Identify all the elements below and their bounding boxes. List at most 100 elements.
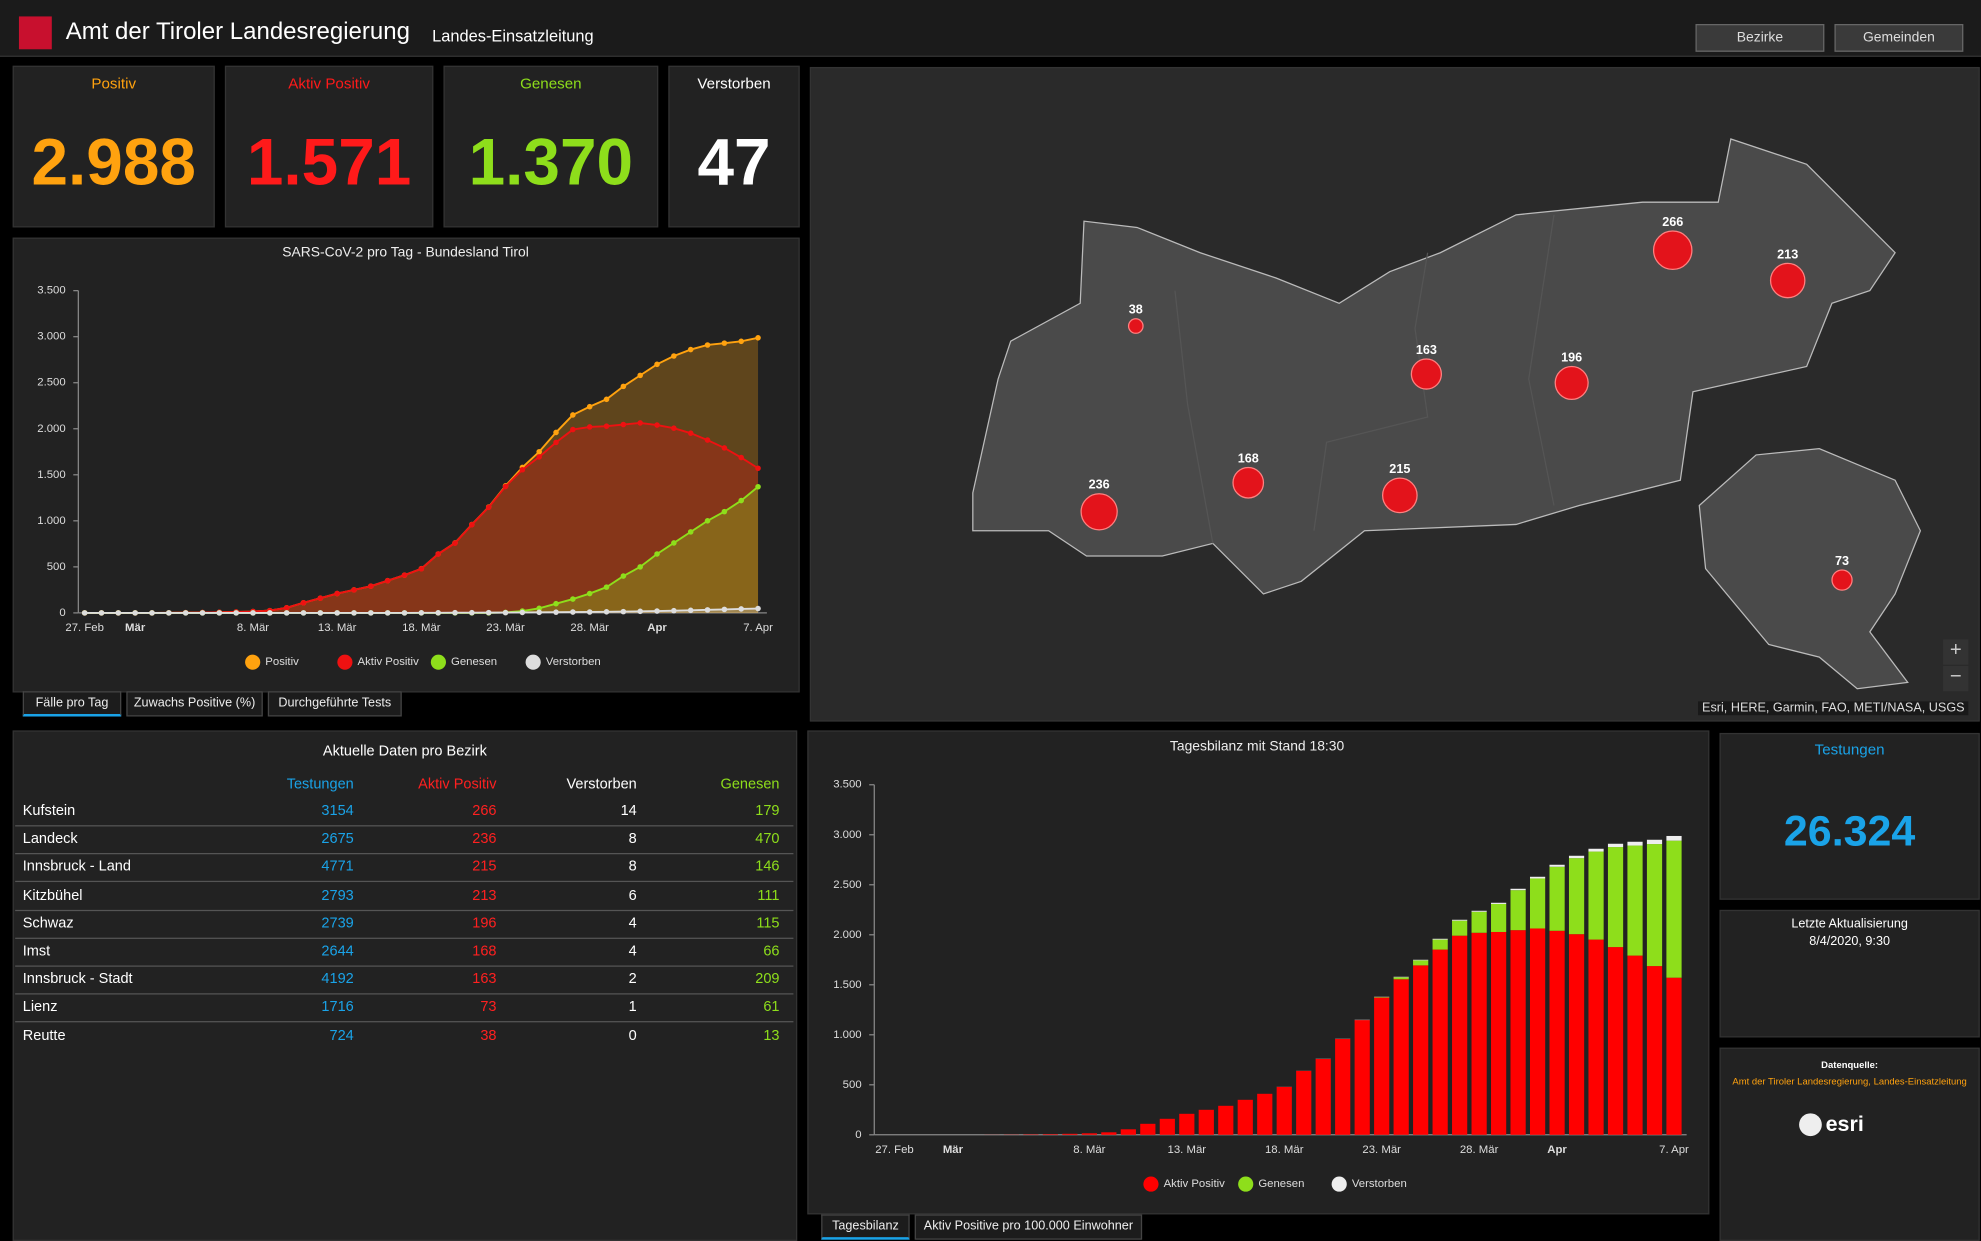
tab[interactable]: Durchgeführte Tests xyxy=(267,691,402,717)
tab[interactable]: Aktiv Positive pro 100.000 Einwohner xyxy=(914,1214,1143,1240)
cell-value: 3154 xyxy=(321,803,354,819)
kpi-value: 47 xyxy=(697,126,771,200)
button[interactable]: Gemeinden xyxy=(1834,24,1964,52)
update-panel: Letzte Aktualisierung 8/4/2020, 9:30 xyxy=(1719,909,1980,1038)
cell-value: 38 xyxy=(480,1028,497,1044)
esri-logo: esri xyxy=(1825,1112,1864,1137)
table-panel: Aktuelle Daten pro Bezirk xyxy=(12,730,798,1241)
tab[interactable]: Zuwachs Positive (%) xyxy=(126,691,263,717)
row-divider xyxy=(15,1021,794,1023)
cell-value: 196 xyxy=(472,915,497,932)
cell-value: 111 xyxy=(757,887,780,904)
logo xyxy=(18,16,52,50)
row-divider xyxy=(15,993,794,995)
cell-value: 61 xyxy=(763,1000,780,1016)
cell-value: 115 xyxy=(756,915,780,932)
cell-value: 8 xyxy=(628,859,637,875)
cell-value: 4 xyxy=(628,915,637,932)
row-name: Innsbruck - Stadt xyxy=(22,972,133,988)
row-divider xyxy=(15,937,794,939)
cell-value: 146 xyxy=(755,859,780,875)
button[interactable]: Bezirke xyxy=(1695,24,1825,52)
row-name: Lienz xyxy=(22,1000,58,1016)
update-label: Letzte Aktualisierung xyxy=(1791,917,1908,932)
kpi-label: Positiv xyxy=(91,74,137,93)
cell-value: 236 xyxy=(472,831,497,847)
header: Amt der Tiroler Landesregierung Landes-E… xyxy=(0,0,1981,57)
kpi-value: 1.370 xyxy=(468,126,634,200)
cell-value: 215 xyxy=(472,859,497,875)
cell-value: 73 xyxy=(480,1000,497,1016)
cell-value: 179 xyxy=(755,803,780,819)
cell-value: 266 xyxy=(472,803,497,819)
cell-value: 4192 xyxy=(321,972,354,988)
kpi-label: Verstorben xyxy=(697,74,771,93)
cell-value: 4771 xyxy=(321,859,354,875)
cell-value: 2644 xyxy=(321,943,354,960)
cell-value: 213 xyxy=(472,887,497,904)
cell-value: 209 xyxy=(755,972,780,988)
row-name: Reutte xyxy=(22,1028,66,1044)
row-divider xyxy=(15,965,794,967)
zoom-out[interactable]: − xyxy=(1943,665,1969,692)
testungen-value: 26.324 xyxy=(1783,807,1916,856)
map-attribution: Esri, HERE, Garmin, FAO, METI/NASA, USGS xyxy=(1698,701,1969,716)
column-header: Verstorben xyxy=(566,777,637,793)
cell-value: 724 xyxy=(329,1028,354,1044)
source-text: Amt der Tiroler Landesregierung, Landes-… xyxy=(1732,1075,1967,1087)
table-title: Aktuelle Daten pro Bezirk xyxy=(322,744,487,760)
row-divider xyxy=(15,825,794,827)
cell-value: 14 xyxy=(620,803,637,819)
row-name: Landeck xyxy=(22,831,78,847)
line-panel xyxy=(12,237,800,693)
cell-value: 4 xyxy=(628,943,637,960)
row-name: Kufstein xyxy=(22,803,76,819)
kpi-panel: Verstorben 47 xyxy=(668,65,800,228)
testungen-label: Testungen xyxy=(1814,740,1885,759)
row-name: Schwaz xyxy=(22,915,74,932)
column-header: Genesen xyxy=(720,777,780,793)
cell-value: 1 xyxy=(628,1000,637,1016)
kpi-value: 2.988 xyxy=(31,126,196,200)
row-divider xyxy=(15,853,794,855)
map-panel: Esri, HERE, Garmin, FAO, METI/NASA, USGS… xyxy=(809,66,1980,722)
source-panel: Datenquelle: Amt der Tiroler Landesregie… xyxy=(1719,1047,1980,1241)
row-divider xyxy=(15,909,794,911)
cell-value: 163 xyxy=(472,972,497,988)
row-name: Innsbruck - Land xyxy=(22,859,131,875)
cell-value: 168 xyxy=(472,943,497,960)
header-title: Amt der Tiroler Landesregierung xyxy=(65,18,410,46)
bar-panel xyxy=(807,730,1710,1215)
cell-value: 2 xyxy=(628,972,637,988)
cell-value: 2739 xyxy=(321,915,354,932)
cell-value: 0 xyxy=(628,1028,637,1044)
kpi-panel: Aktiv Positiv 1.571 xyxy=(224,65,434,228)
esri-globe xyxy=(1799,1113,1822,1137)
source-label: Datenquelle: xyxy=(1821,1058,1879,1071)
column-header: Testungen xyxy=(286,777,354,793)
header-subtitle: Landes-Einsatzleitung xyxy=(432,26,594,46)
testungen-panel: Testungen 26.324 xyxy=(1719,732,1980,900)
tab[interactable]: Tagesbilanz xyxy=(821,1214,910,1240)
cell-value: 2793 xyxy=(321,887,354,904)
zoom-in[interactable]: + xyxy=(1943,639,1969,665)
update-value: 8/4/2020, 9:30 xyxy=(1809,935,1891,950)
cell-value: 66 xyxy=(763,943,780,960)
cell-value: 8 xyxy=(628,831,637,847)
row-name: Kitzbühel xyxy=(22,887,83,904)
kpi-label: Aktiv Positiv xyxy=(288,74,370,93)
cell-value: 2675 xyxy=(321,831,354,847)
kpi-panel: Genesen 1.370 xyxy=(443,65,659,228)
tab[interactable]: Fälle pro Tag xyxy=(22,691,122,717)
cell-value: 1716 xyxy=(321,1000,354,1016)
cell-value: 6 xyxy=(628,887,637,904)
kpi-panel: Positiv 2.988 xyxy=(12,65,215,228)
cell-value: 13 xyxy=(763,1028,780,1044)
row-divider xyxy=(15,881,794,883)
kpi-value: 1.571 xyxy=(246,126,412,200)
cell-value: 470 xyxy=(755,831,780,847)
column-header: Aktiv Positiv xyxy=(418,777,497,793)
kpi-label: Genesen xyxy=(520,74,582,93)
